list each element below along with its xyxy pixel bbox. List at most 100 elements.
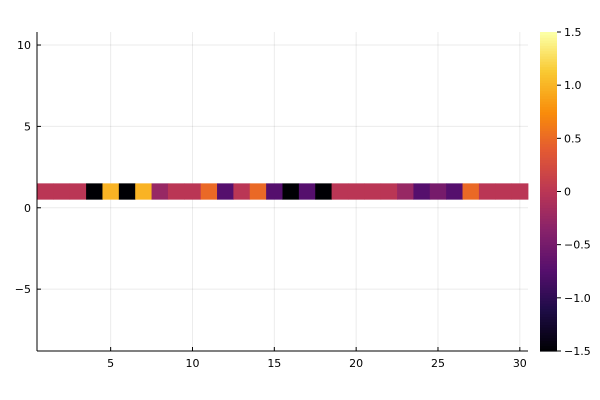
heatmap-cell [364,183,382,200]
colorbar-segment [540,255,557,259]
colorbar-segment [540,287,557,291]
colorbar-segment [540,61,557,65]
colorbar-segment [540,228,557,232]
heatmap-cell [282,183,300,200]
colorbar-segment [540,249,557,254]
colorbar-segment [540,87,557,92]
colorbar-segment [540,281,557,286]
colorbar-tick-label: 1.0 [564,79,582,92]
heatmap-cell [478,183,496,200]
colorbar-segment [540,103,557,108]
colorbar-segment [540,127,557,131]
y-tick-label: −5 [15,283,31,296]
heatmap-cell [233,183,251,200]
y-tick-label: 5 [24,120,31,133]
colorbar-segment [540,63,557,68]
heatmap-cell [53,183,71,200]
colorbar-segment [540,135,557,139]
x-axis-ticks: 5 10 15 20 25 30 [107,347,527,370]
colorbar-segment [540,34,557,38]
x-tick-label: 20 [349,357,363,370]
colorbar-segment [540,159,557,163]
colorbar-segment [540,138,557,142]
colorbar-segment [540,260,557,264]
heatmap-cells [37,183,529,200]
colorbar-segment [540,199,557,203]
colorbar-segment [540,340,557,344]
heatmap-cell [167,183,185,200]
colorbar-segment [540,196,557,201]
y-tick-label: 10 [17,39,31,52]
colorbar-segment [540,345,557,349]
colorbar-segment [540,167,557,171]
colorbar-segment [540,186,557,190]
colorbar-segment [540,276,557,280]
colorbar-segment [540,111,557,116]
colorbar-segment [540,82,557,86]
colorbar-segment [540,180,557,185]
heatmap-cell [511,183,529,200]
heatmap-cell [380,183,398,200]
heatmap-cell [37,183,54,200]
colorbar-segment [540,303,557,307]
heatmap-cell [200,183,218,200]
colorbar-segment [540,234,557,238]
colorbar-segment [540,101,557,105]
heatmap-cell [413,183,431,200]
colorbar-segment [540,239,557,243]
colorbar-segment [540,231,557,235]
heatmap-cell [86,183,103,200]
x-tick-label: 25 [431,357,445,370]
heatmap-cell [462,183,480,200]
colorbar-segment [540,292,557,296]
x-tick-label: 15 [267,357,281,370]
heatmap-cell [69,183,87,200]
colorbar-segment [540,202,557,206]
colorbar-segment [540,164,557,169]
heatmap-cell [446,183,463,200]
colorbar-segment [540,55,557,60]
colorbar-segment [540,188,557,193]
heatmap-cell [184,183,202,200]
colorbar-segment [540,50,557,54]
colorbar-segment [540,305,557,310]
colorbar-segment [540,58,557,62]
colorbar-segment [540,273,557,278]
colorbar-segment [540,117,557,121]
colorbar-segment [540,162,557,166]
colorbar-segment [540,247,557,251]
colorbar-segment [540,311,557,315]
colorbar-segment [540,263,557,267]
colorbar-segment [540,39,557,44]
colorbar-segment [540,207,557,211]
colorbar-segment [540,324,557,328]
colorbar-tick-label: −1.0 [564,292,591,305]
heatmap-cell [429,183,447,200]
colorbar-segment [540,327,557,331]
colorbar-segment [540,53,557,57]
colorbar-tick-label: −0.5 [564,239,591,252]
colorbar-segment [540,252,557,256]
y-axis-ticks: −5 0 5 10 [15,39,41,296]
colorbar-segment [540,218,557,222]
colorbar-tick-label: 1.5 [564,26,582,39]
colorbar-segment [540,194,557,198]
colorbar-segment [540,93,557,97]
colorbar-segment [540,42,557,46]
colorbar-segment [540,85,557,89]
colorbar-segment [540,316,557,320]
colorbar-segment [540,90,557,94]
colorbar-segment [540,212,557,217]
heatmap-cell [397,183,414,200]
colorbar-segment [540,77,557,81]
heatmap-cell [102,183,120,200]
colorbar-segment [540,175,557,179]
colorbar-tick-label: 0 [564,186,571,199]
colorbar-segment [540,257,557,262]
colorbar-tick-label: 0.5 [564,132,582,145]
colorbar-segment [540,284,557,288]
colorbar-segment [540,183,557,187]
colorbar-segment [540,343,557,347]
colorbar-segment [540,223,557,227]
